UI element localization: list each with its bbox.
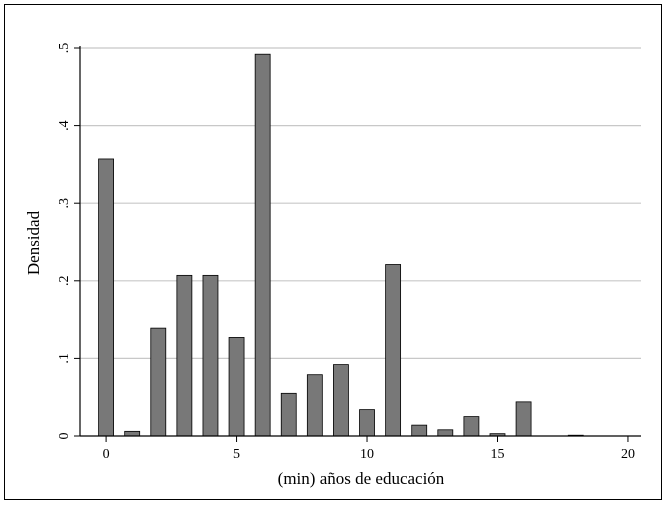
bar	[202, 274, 219, 437]
x-tick-label: 20	[621, 447, 635, 462]
grid-lines	[80, 47, 641, 359]
bar	[254, 53, 271, 437]
x-tick-label: 10	[360, 447, 374, 462]
y-tick-label: .1	[57, 353, 72, 364]
bar	[124, 430, 141, 437]
bar	[385, 264, 402, 437]
bar	[463, 416, 480, 437]
x-tick-label: 15	[490, 447, 504, 462]
bar	[176, 274, 193, 437]
bar	[228, 337, 245, 437]
bar	[515, 401, 532, 437]
bar	[280, 392, 297, 437]
axes: 0 .1 .2 .3 .4 .5 0 5 10 15 20	[57, 43, 641, 462]
x-tick-label: 0	[103, 447, 110, 462]
x-axis-title: (min) años de educación	[278, 469, 445, 488]
bar	[306, 374, 323, 437]
x-tick-label: 5	[233, 447, 240, 462]
bars	[98, 53, 584, 437]
bar	[98, 158, 114, 437]
bar	[359, 409, 375, 437]
bar	[150, 327, 167, 437]
y-tick-label: .2	[57, 276, 72, 287]
y-tick-label: .4	[57, 120, 72, 131]
y-tick-label: 0	[57, 433, 72, 440]
bar	[411, 424, 428, 437]
y-tick-label: .5	[57, 43, 72, 54]
y-axis-title: Densidad	[24, 210, 43, 275]
bar	[333, 364, 349, 437]
y-tick-label: .3	[57, 198, 72, 209]
bar	[437, 429, 454, 437]
